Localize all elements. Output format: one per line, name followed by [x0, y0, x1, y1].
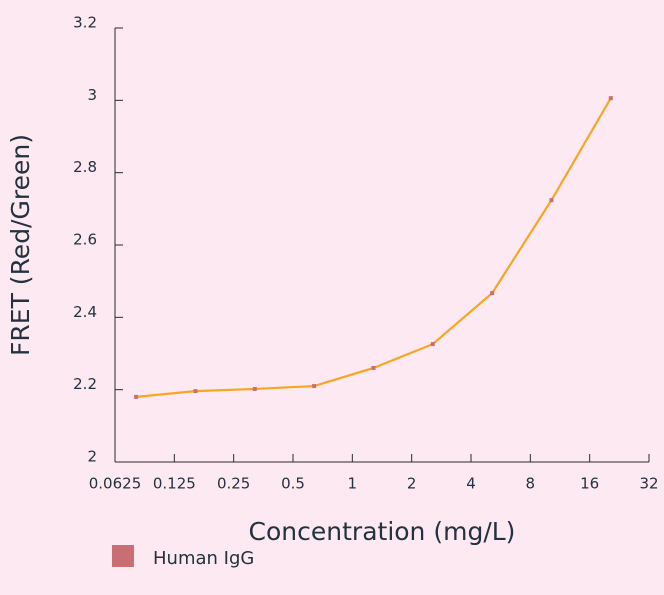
marker [312, 384, 317, 389]
y-tick-label: 2 [87, 448, 97, 466]
marker [490, 291, 495, 296]
marker [252, 386, 257, 391]
x-tick-label: 4 [466, 475, 476, 493]
y-tick-label: 2.2 [73, 375, 97, 393]
x-tick-label: 2 [407, 475, 417, 493]
legend-label: Human IgG [153, 548, 254, 569]
y-axis-label: FRET (Red/Green) [6, 134, 35, 356]
marker [193, 389, 198, 394]
y-tick-label: 2.4 [73, 303, 97, 321]
y-tick-label: 2.8 [73, 158, 97, 176]
x-tick-label: 16 [580, 475, 599, 493]
y-tick-label: 3 [87, 86, 97, 104]
x-tick-label: 0.125 [153, 475, 196, 493]
x-tick-label: 0.0625 [89, 475, 142, 493]
y-tick-label: 3.2 [73, 14, 97, 32]
marker [430, 342, 435, 347]
marker [608, 96, 613, 101]
x-tick-label: 32 [639, 475, 658, 493]
y-tick-label: 2.6 [73, 231, 97, 249]
x-tick-label: 0.5 [281, 475, 305, 493]
marker [371, 365, 376, 370]
marker [549, 198, 554, 203]
marker [134, 394, 139, 399]
x-tick-label: 8 [526, 475, 536, 493]
x-tick-label: 1 [348, 475, 358, 493]
x-tick-label: 0.25 [217, 475, 250, 493]
legend-swatch [112, 545, 134, 567]
x-axis-label: Concentration (mg/L) [249, 517, 516, 546]
